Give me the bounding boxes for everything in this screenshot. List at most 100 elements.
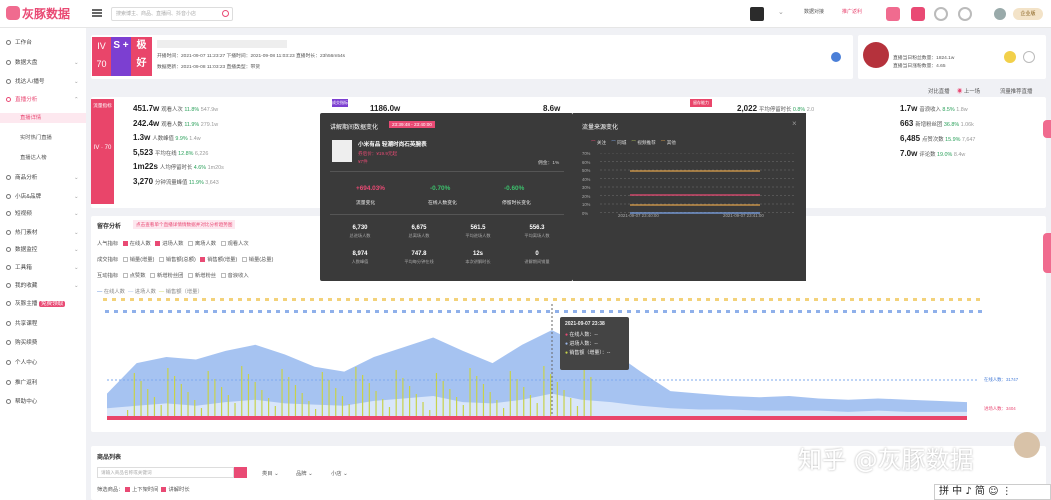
event-marker[interactable] bbox=[220, 298, 224, 301]
event-marker[interactable] bbox=[573, 310, 577, 313]
event-marker[interactable] bbox=[393, 310, 397, 313]
event-marker[interactable] bbox=[303, 310, 307, 313]
event-marker[interactable] bbox=[258, 310, 262, 313]
user-avatar[interactable] bbox=[994, 8, 1006, 20]
event-marker[interactable] bbox=[888, 310, 892, 313]
event-marker[interactable] bbox=[238, 298, 242, 301]
event-marker[interactable] bbox=[168, 310, 172, 313]
event-marker[interactable] bbox=[735, 310, 739, 313]
event-marker[interactable] bbox=[978, 310, 982, 313]
sidebar-item-market[interactable]: 数据大盘 ⌄ bbox=[6, 58, 79, 68]
event-marker[interactable] bbox=[418, 298, 422, 301]
event-marker[interactable] bbox=[690, 310, 694, 313]
event-marker[interactable] bbox=[339, 310, 343, 313]
event-marker[interactable] bbox=[256, 298, 260, 301]
vip-icon[interactable] bbox=[911, 7, 925, 21]
checkbox[interactable] bbox=[122, 241, 128, 246]
event-marker[interactable] bbox=[382, 298, 386, 301]
event-marker[interactable] bbox=[753, 310, 757, 313]
notice-icon[interactable] bbox=[886, 7, 900, 21]
event-marker[interactable] bbox=[150, 310, 154, 313]
checkbox[interactable] bbox=[122, 273, 128, 278]
event-marker[interactable] bbox=[868, 298, 872, 301]
event-marker[interactable] bbox=[411, 310, 415, 313]
event-marker[interactable] bbox=[186, 310, 190, 313]
event-marker[interactable] bbox=[427, 298, 431, 301]
menu-icon[interactable] bbox=[92, 9, 102, 17]
trend-chart[interactable] bbox=[97, 296, 990, 426]
sidebar-item-monitor[interactable]: 数据监控 ⌄ bbox=[6, 245, 79, 255]
event-marker[interactable] bbox=[265, 298, 269, 301]
event-marker[interactable] bbox=[391, 298, 395, 301]
data-link[interactable]: 数据对接 bbox=[804, 9, 825, 15]
event-marker[interactable] bbox=[879, 310, 883, 313]
event-marker[interactable] bbox=[967, 298, 971, 301]
brand-logo[interactable]: 灰豚数据 bbox=[6, 6, 76, 22]
sidebar-item-material[interactable]: 热门素材 ⌄ bbox=[6, 228, 79, 238]
event-marker[interactable] bbox=[580, 298, 584, 301]
event-marker[interactable] bbox=[715, 298, 719, 301]
event-marker[interactable] bbox=[328, 298, 332, 301]
event-marker[interactable] bbox=[778, 298, 782, 301]
event-marker[interactable] bbox=[337, 298, 341, 301]
vip-badge[interactable]: 企业版 bbox=[1013, 8, 1043, 20]
event-marker[interactable] bbox=[312, 310, 316, 313]
compare-button[interactable]: 对比直播 bbox=[928, 89, 950, 95]
event-marker[interactable] bbox=[708, 310, 712, 313]
help-icon[interactable] bbox=[958, 7, 972, 21]
sidebar-item-buy[interactable]: 购买续费 bbox=[6, 338, 37, 348]
event-marker[interactable] bbox=[267, 310, 271, 313]
event-marker[interactable] bbox=[886, 298, 890, 301]
sidebar-sub-live-rank[interactable]: 直播达人榜 bbox=[20, 155, 47, 161]
event-marker[interactable] bbox=[697, 298, 701, 301]
event-marker[interactable] bbox=[247, 298, 251, 301]
event-marker[interactable] bbox=[922, 298, 926, 301]
event-marker[interactable] bbox=[159, 310, 163, 313]
event-marker[interactable] bbox=[832, 298, 836, 301]
event-marker[interactable] bbox=[787, 298, 791, 301]
event-marker[interactable] bbox=[231, 310, 235, 313]
event-marker[interactable] bbox=[850, 298, 854, 301]
prev-live-button[interactable]: ◉ 上一场 bbox=[957, 89, 981, 95]
event-marker[interactable] bbox=[924, 310, 928, 313]
event-marker[interactable] bbox=[211, 298, 215, 301]
event-marker[interactable] bbox=[645, 310, 649, 313]
event-marker[interactable] bbox=[204, 310, 208, 313]
heart-icon[interactable] bbox=[1023, 51, 1035, 63]
event-marker[interactable] bbox=[537, 310, 541, 313]
event-marker[interactable] bbox=[229, 298, 233, 301]
event-marker[interactable] bbox=[733, 298, 737, 301]
event-marker[interactable] bbox=[600, 310, 604, 313]
sidebar-item-tools[interactable]: 工具箱 ⌄ bbox=[6, 263, 79, 273]
event-marker[interactable] bbox=[445, 298, 449, 301]
promo-link[interactable]: 推广返利 bbox=[842, 9, 863, 15]
event-marker[interactable] bbox=[348, 310, 352, 313]
event-marker[interactable] bbox=[798, 310, 802, 313]
event-marker[interactable] bbox=[321, 310, 325, 313]
event-marker[interactable] bbox=[706, 298, 710, 301]
event-marker[interactable] bbox=[481, 298, 485, 301]
event-marker[interactable] bbox=[618, 310, 622, 313]
event-marker[interactable] bbox=[472, 298, 476, 301]
event-marker[interactable] bbox=[346, 298, 350, 301]
event-marker[interactable] bbox=[771, 310, 775, 313]
event-marker[interactable] bbox=[474, 310, 478, 313]
checkbox[interactable] bbox=[220, 273, 226, 278]
event-marker[interactable] bbox=[103, 298, 107, 301]
event-marker[interactable] bbox=[157, 298, 161, 301]
event-marker[interactable] bbox=[652, 298, 656, 301]
event-marker[interactable] bbox=[805, 298, 809, 301]
sidebar-item-live[interactable]: 直播分析 ⌃ bbox=[6, 95, 79, 105]
event-marker[interactable] bbox=[672, 310, 676, 313]
event-marker[interactable] bbox=[895, 298, 899, 301]
checkbox[interactable] bbox=[187, 273, 193, 278]
event-marker[interactable] bbox=[616, 298, 620, 301]
event-marker[interactable] bbox=[744, 310, 748, 313]
event-marker[interactable] bbox=[384, 310, 388, 313]
event-marker[interactable] bbox=[373, 298, 377, 301]
search-input[interactable]: 搜索博主、商品、直播间、抖音小店 bbox=[111, 7, 233, 21]
event-marker[interactable] bbox=[933, 310, 937, 313]
event-marker[interactable] bbox=[463, 298, 467, 301]
event-marker[interactable] bbox=[139, 298, 143, 301]
checkbox[interactable] bbox=[158, 257, 164, 262]
